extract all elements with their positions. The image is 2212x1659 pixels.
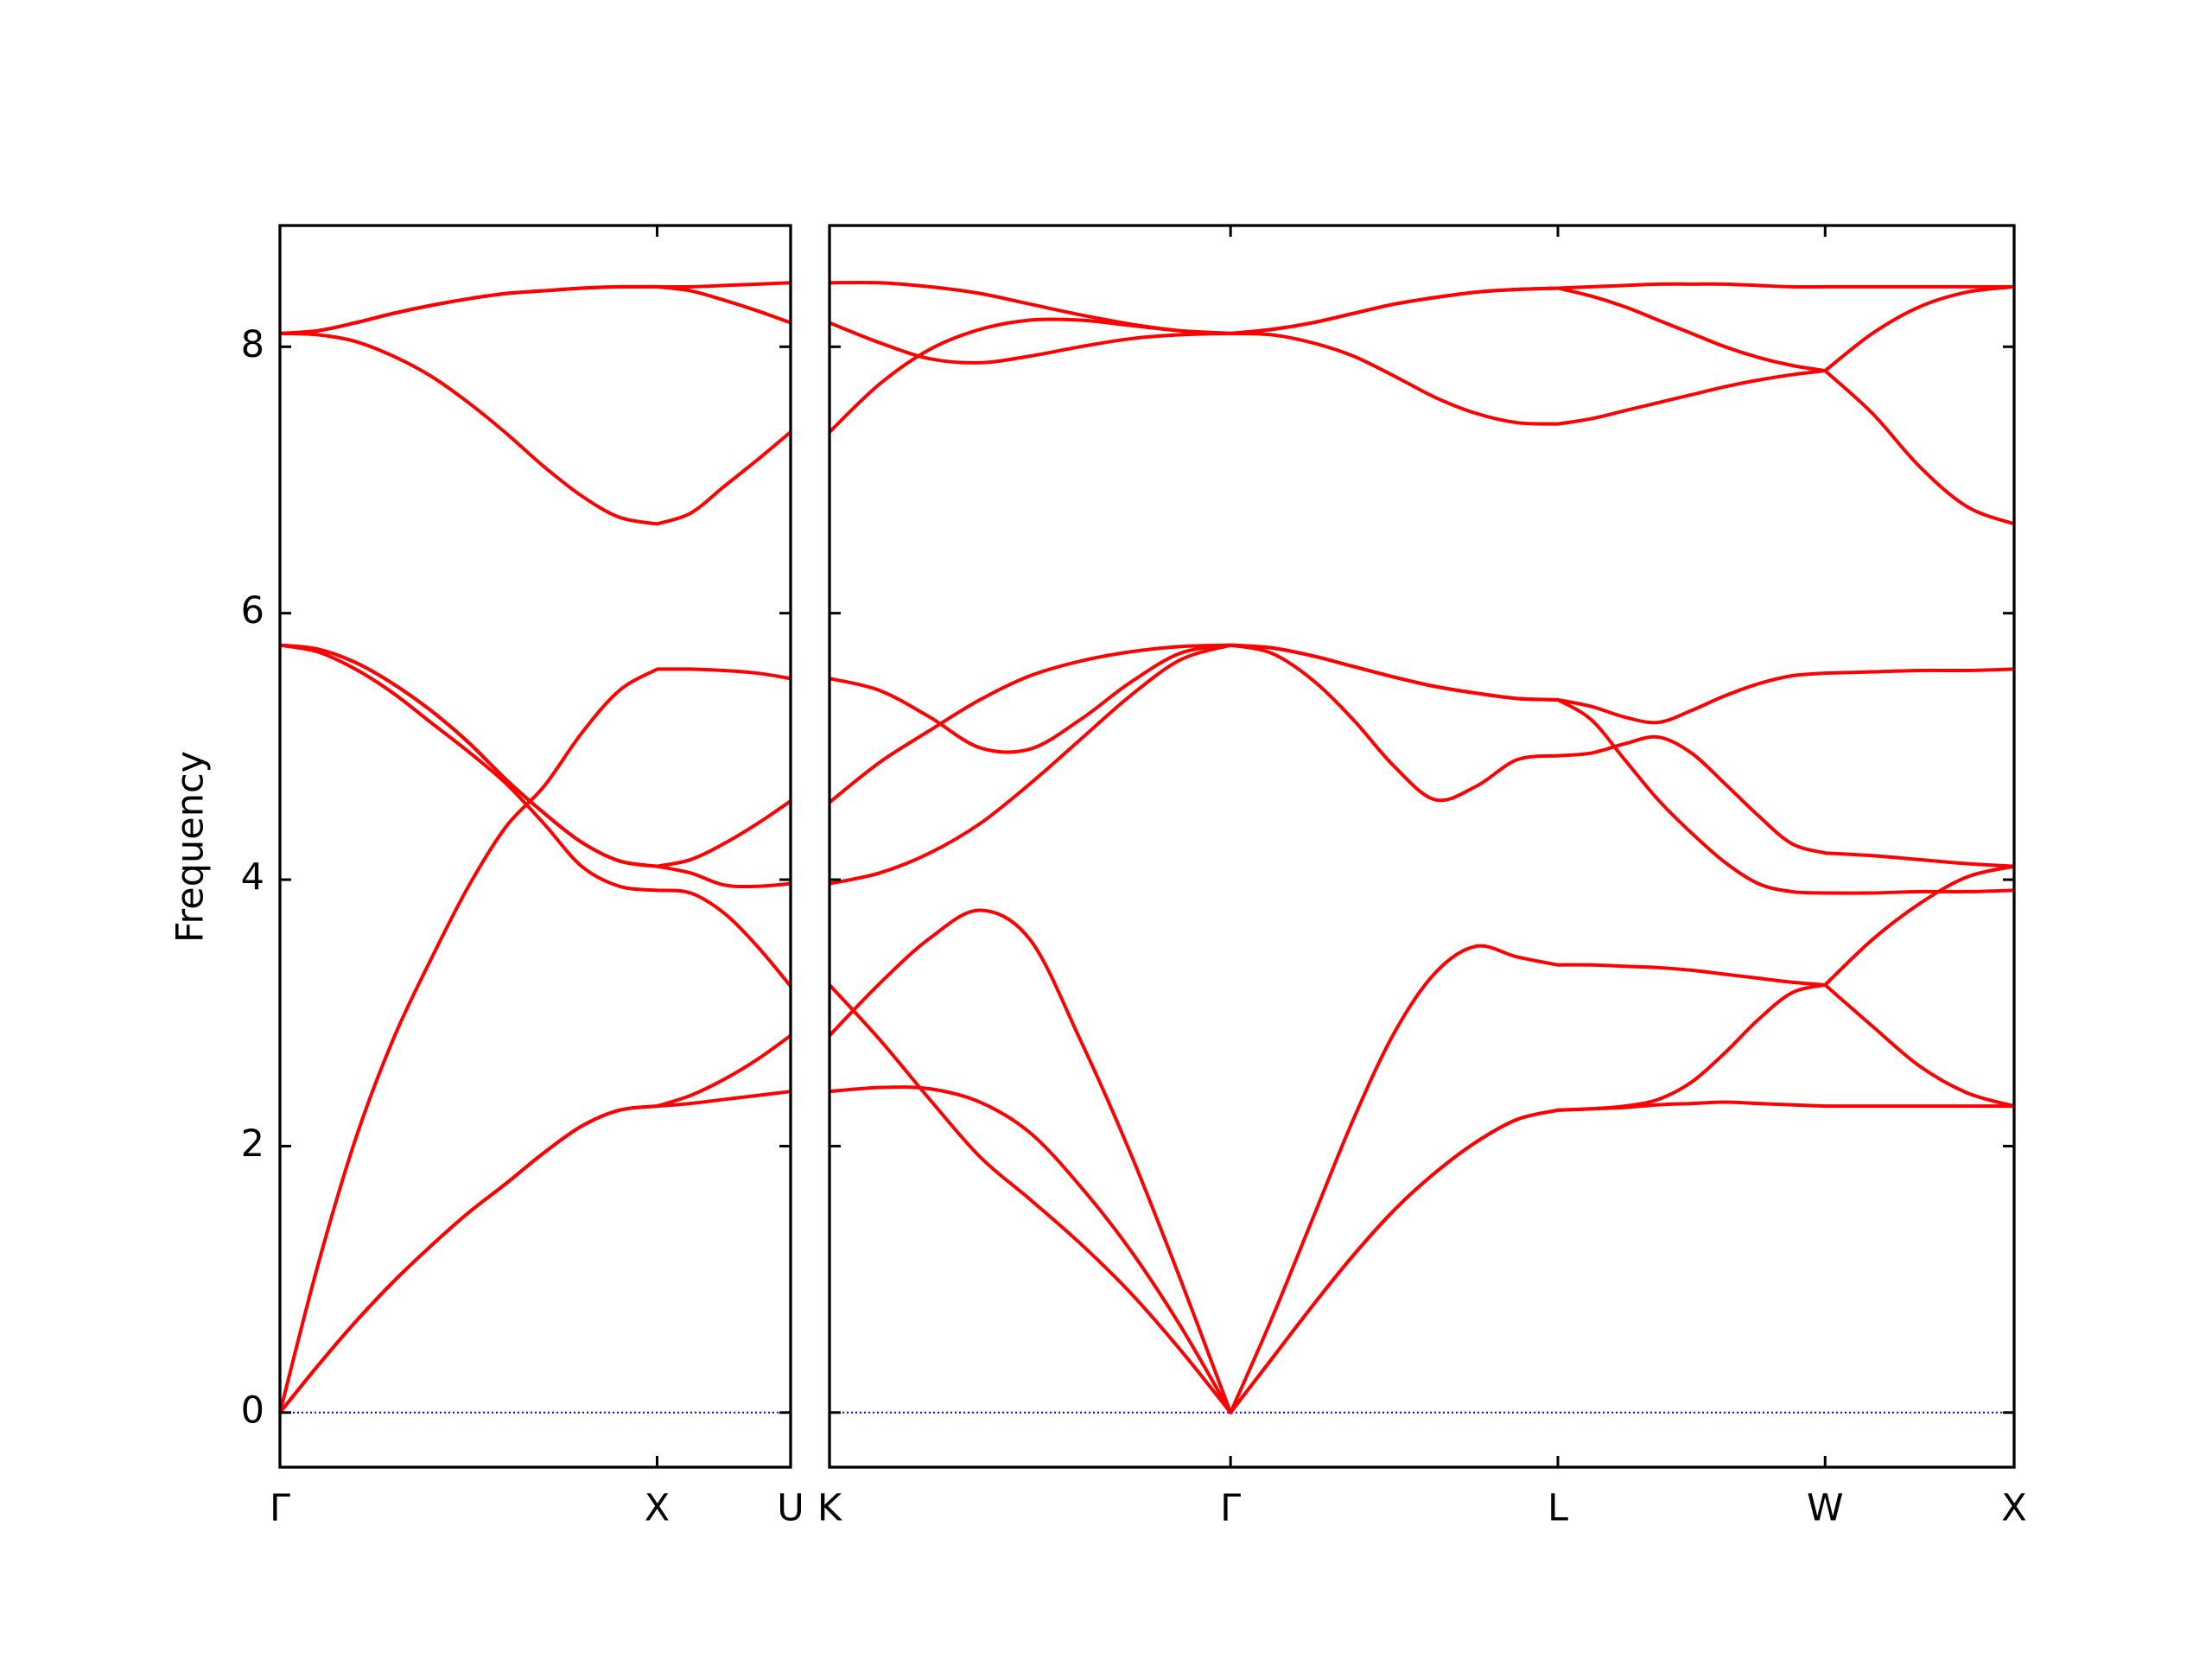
band-line xyxy=(829,643,2015,886)
x-tick-label: L xyxy=(1548,1487,1568,1530)
y-tick-label: 4 xyxy=(241,856,264,899)
band-line xyxy=(828,864,2015,1414)
band-line xyxy=(279,284,791,335)
y-tick-label: 2 xyxy=(241,1122,264,1166)
band-line xyxy=(278,1033,792,1414)
y-tick-label: 8 xyxy=(241,323,264,366)
y-tick-label: 0 xyxy=(241,1389,264,1432)
x-tick-label: X xyxy=(2001,1487,2026,1530)
band-line xyxy=(828,317,2015,526)
x-tick-label: Γ xyxy=(1220,1487,1241,1530)
band-line xyxy=(279,643,792,868)
plot-frame xyxy=(278,224,792,1469)
y-axis-label: Frequency xyxy=(169,751,213,943)
plot-frame xyxy=(828,224,2016,1469)
x-tick-label: U xyxy=(777,1487,804,1530)
y-tick-label: 6 xyxy=(241,589,264,632)
band-line xyxy=(829,280,2014,335)
band-line xyxy=(828,982,2015,1414)
band-line xyxy=(279,331,792,526)
x-tick-label: W xyxy=(1807,1487,1844,1530)
x-tick-label: X xyxy=(645,1487,670,1530)
band-line xyxy=(278,667,791,1414)
band-line xyxy=(829,643,2015,754)
band-line xyxy=(279,643,792,988)
x-tick-label: Γ xyxy=(270,1487,290,1530)
x-tick-label: K xyxy=(817,1487,843,1530)
